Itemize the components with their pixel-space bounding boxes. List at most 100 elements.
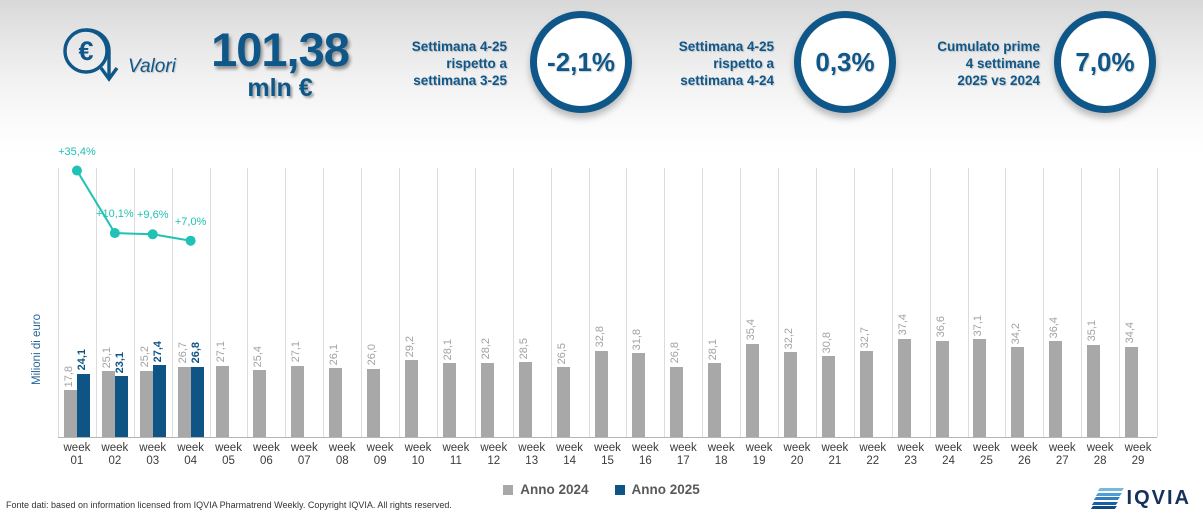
legend-label: Anno 2025 [631, 482, 700, 497]
bar-value-label: 35,1 [1086, 320, 1099, 342]
week-label: week 10 [404, 442, 432, 467]
total-value-unit: mln € [247, 74, 313, 102]
bar-anno-2024-week-24 [935, 340, 949, 437]
week-label: week 08 [328, 442, 356, 467]
gridline [967, 168, 969, 437]
gridline [133, 168, 135, 437]
trend-marker [71, 165, 82, 176]
gridline [1157, 168, 1158, 437]
week-label: week 26 [1010, 442, 1038, 467]
week-label: week 18 [707, 442, 735, 467]
week-label: week 28 [1086, 442, 1114, 467]
total-value: 101,38 [211, 23, 350, 76]
bar-value-label: 26,5 [555, 342, 568, 365]
bar-value-label: 26,1 [328, 343, 341, 366]
bar-anno-2024-week-18 [708, 363, 722, 437]
bar-anno-2025-week-04 [190, 366, 204, 437]
legend-item: Anno 2025 [614, 482, 700, 497]
week-label: week 03 [139, 442, 167, 467]
week-label: week 16 [631, 442, 659, 467]
bar-anno-2024-week-22 [859, 350, 873, 437]
week-label: week 04 [177, 442, 205, 467]
week-label: week 29 [1124, 442, 1152, 467]
bar-anno-2024-week-20 [783, 352, 797, 437]
week-label: week 11 [442, 442, 470, 467]
bar-anno-2024-week-09 [367, 368, 381, 437]
legend-label: Anno 2024 [520, 482, 589, 497]
bar-anno-2024-week-28 [1087, 344, 1101, 437]
bar-value-label: 28,5 [517, 337, 530, 360]
bar-anno-2025-week-01 [76, 373, 90, 437]
bar-anno-2024-week-25 [973, 339, 987, 437]
week-label: week 21 [821, 442, 849, 467]
gridline [1043, 168, 1045, 437]
y-axis-label: Milioni di euro [31, 314, 43, 385]
week-label: week 07 [290, 442, 318, 467]
bar-anno-2024-week-07 [291, 365, 305, 437]
bar-value-label: 28,1 [441, 338, 454, 361]
bar-value-label: 29,2 [404, 335, 417, 358]
week-label: week 15 [594, 442, 621, 467]
trend-value-label: +35,4% [58, 145, 96, 158]
bar-value-label: 28,2 [479, 338, 492, 360]
week-label: week 23 [897, 442, 925, 467]
bar-anno-2024-week-19 [746, 343, 760, 437]
gridline [436, 168, 438, 437]
bar-value-label: 37,1 [972, 315, 985, 337]
values-kicker: Valori [128, 56, 176, 77]
week-label: week 01 [63, 442, 91, 467]
svg-text:€: € [78, 36, 93, 66]
gridline [58, 168, 59, 437]
gridline [95, 168, 97, 437]
bar-anno-2024-week-12 [480, 362, 494, 437]
week-label: week 13 [518, 442, 546, 467]
bar-anno-2024-week-06 [253, 370, 267, 437]
bar-anno-2024-week-17 [670, 366, 684, 437]
week-label: week 02 [101, 442, 129, 467]
legend-swatch-icon [503, 484, 514, 495]
week-label: week 25 [973, 442, 1000, 467]
gridline [512, 168, 514, 437]
week-label: week 24 [935, 442, 962, 467]
gridline [929, 168, 931, 437]
bar-value-label: 27,4 [151, 340, 164, 362]
week-label: week 14 [556, 442, 584, 467]
bar-anno-2024-week-16 [632, 353, 646, 437]
bar-value-label: 26,0 [366, 344, 379, 366]
trend-marker [147, 229, 158, 240]
bar-anno-2024-week-01 [63, 390, 77, 437]
gridline [550, 168, 552, 437]
gridline [1005, 168, 1007, 437]
gridline [778, 168, 780, 437]
bar-anno-2024-week-02 [101, 370, 115, 437]
gridline [664, 168, 666, 437]
gridline [702, 168, 704, 437]
bar-anno-2024-week-14 [556, 367, 570, 437]
iqvia-logo: IQVIA [1090, 487, 1191, 510]
week-label: week 19 [745, 442, 773, 467]
gridline [853, 168, 855, 437]
bar-anno-2024-week-08 [329, 368, 343, 437]
gridline [399, 168, 401, 437]
bar-value-label: 26,8 [669, 342, 682, 364]
gridline [815, 168, 817, 437]
bar-value-label: 28,1 [707, 338, 720, 361]
week-label: week 12 [480, 442, 508, 467]
week-label: week 27 [1048, 442, 1076, 467]
bar-value-label: 31,8 [631, 328, 644, 351]
trend-marker [109, 228, 120, 239]
bar-value-label: 23,1 [113, 351, 126, 374]
bar-anno-2024-week-13 [518, 362, 532, 437]
gridline [285, 168, 287, 437]
week-label: week 22 [859, 442, 887, 467]
kpi-2-label: Settimana 4-25 rispetto a settimana 4-24 [678, 39, 774, 88]
bar-value-label: 24,1 [75, 349, 88, 371]
kpi-3-value: 7,0% [1075, 46, 1135, 77]
bar-value-label: 26,8 [189, 342, 202, 364]
kpi-1-label: Settimana 4-25 rispetto a settimana 3-25 [411, 39, 507, 88]
week-label: week 05 [215, 442, 242, 467]
bar-anno-2024-week-27 [1049, 341, 1063, 437]
